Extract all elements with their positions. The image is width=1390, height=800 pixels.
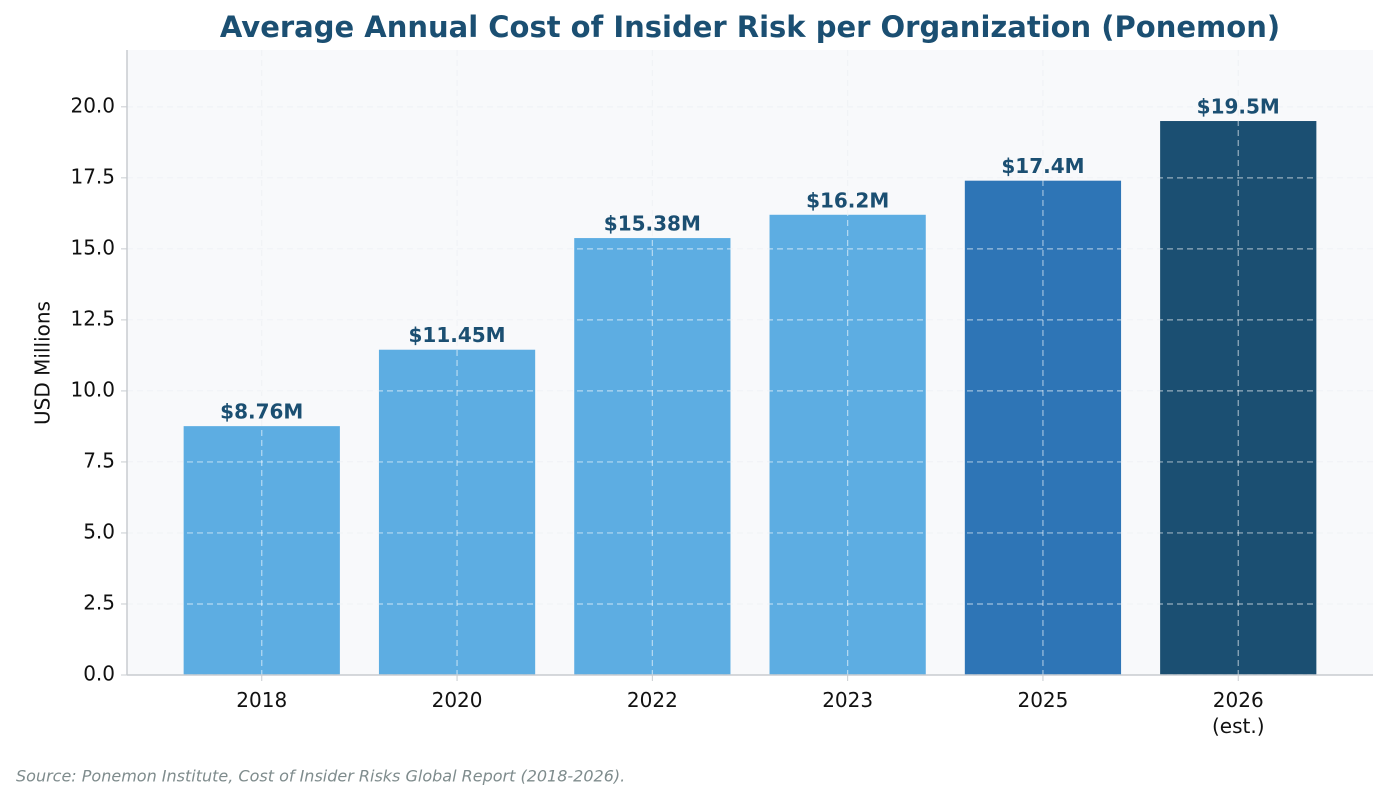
x-tick-label: 2020 (432, 688, 483, 712)
value-label: $17.4M (1001, 154, 1084, 178)
y-tick-label: 12.5 (70, 306, 115, 330)
y-tick-label: 10.0 (70, 377, 115, 401)
value-label: $8.76M (220, 400, 303, 424)
chart-title: Average Annual Cost of Insider Risk per … (220, 10, 1280, 44)
source-note: Source: Ponemon Institute, Cost of Insid… (16, 767, 625, 786)
y-tick-label: 7.5 (83, 448, 115, 472)
x-tick-label: 2026 (est.) (1212, 688, 1265, 738)
y-tick-label: 5.0 (83, 519, 115, 543)
value-label: $19.5M (1197, 95, 1280, 119)
value-label: $16.2M (806, 188, 889, 212)
y-tick-label: 15.0 (70, 235, 115, 259)
y-tick-label: 17.5 (70, 164, 115, 188)
y-tick-label: 20.0 (70, 93, 115, 117)
y-axis-label: USD Millions (31, 301, 55, 425)
x-tick-label: 2018 (236, 688, 287, 712)
x-tick-label: 2022 (627, 688, 678, 712)
y-tick-label: 2.5 (83, 590, 115, 614)
value-label: $11.45M (409, 323, 506, 347)
value-label: $15.38M (604, 212, 701, 236)
x-tick-label: 2025 (1017, 688, 1068, 712)
x-tick-label: 2023 (822, 688, 873, 712)
y-tick-label: 0.0 (83, 662, 115, 686)
